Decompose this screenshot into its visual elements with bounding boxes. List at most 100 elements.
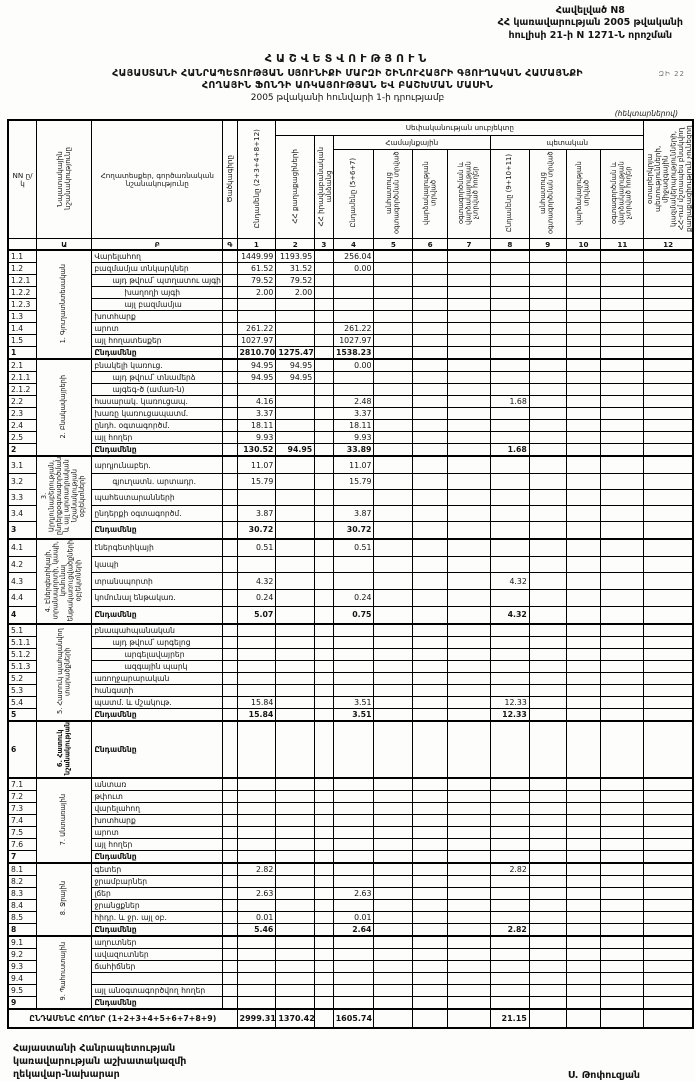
table-row: 1.5 այլ հողատեսքեր 1027.97 1027.97	[7, 334, 694, 348]
section-label-text: 9. Պահուստային	[59, 942, 68, 1001]
code-cell	[222, 443, 238, 457]
row-number: 9.2	[7, 948, 38, 962]
value-cell	[565, 850, 602, 864]
value-cell	[565, 249, 602, 264]
value-cell	[332, 862, 375, 876]
value-cell	[528, 407, 567, 421]
title-block: ՀԱՇՎԵՏՎՈՒԹՅՈՒՆ ՀԱՅԱՍՏԱՆԻ ՀԱՆՐԱՊԵՏՈՒԹՅԱՆ …	[7, 52, 688, 103]
value-cell: 2.82	[490, 862, 530, 876]
value-cell	[528, 488, 567, 507]
value-cell	[314, 719, 334, 779]
value-cell	[490, 310, 530, 324]
value-cell	[600, 262, 645, 276]
value-cell	[447, 262, 491, 276]
value-cell	[236, 972, 277, 986]
row-label: այլ հողատեսքեր	[91, 334, 224, 348]
value-cell	[412, 521, 449, 540]
value-cell	[275, 935, 316, 949]
table-row: 5.1.3 ազգային պարկ	[7, 659, 694, 673]
value-cell	[412, 671, 449, 685]
value-cell	[332, 286, 375, 300]
section-label-text: 5. Հատուկ պահպանվող տարածքների	[55, 628, 72, 715]
value-cell	[373, 555, 414, 574]
index-cell: 9	[528, 238, 567, 251]
table-row: 4.4 կոմունալ ենթակառ. 0.24 0.24	[7, 589, 694, 607]
value-cell	[490, 719, 530, 779]
row-label	[91, 972, 224, 986]
table-row: 7.4 խոտհարք	[7, 814, 694, 828]
value-cell	[490, 850, 530, 864]
value-cell	[314, 322, 334, 336]
value-cell	[373, 262, 414, 276]
value-cell: 4.32	[236, 572, 277, 591]
section-total-row: 9 Ընդամենը	[7, 996, 694, 1010]
value-cell	[528, 862, 567, 876]
value-cell	[447, 622, 491, 637]
table-row: 2.3 խառը կառուցապատմ. 3.37 3.37	[7, 407, 694, 421]
value-cell	[314, 521, 334, 540]
value-cell	[600, 996, 645, 1010]
row-label: այդ թվում՝ արգելոց	[91, 635, 224, 649]
value-cell	[314, 850, 334, 864]
row-number: 7	[7, 850, 38, 864]
value-cell: 2.63	[332, 887, 375, 901]
value-cell	[373, 826, 414, 840]
table-row: 1.4 արոտ 261.22 261.22	[7, 322, 694, 336]
value-cell	[565, 683, 602, 697]
value-cell	[565, 984, 602, 998]
value-cell	[600, 310, 645, 324]
value-cell	[373, 671, 414, 685]
value-cell	[490, 274, 530, 288]
value-cell	[565, 443, 602, 457]
report-subtitle-1: ՀԱՅԱՍՏԱՆԻ ՀԱՆՐԱՊԵՏՈՒԹՅԱՆ ՍՅՈՒՆԻՔԻ ՄԱՐԶԻ …	[112, 68, 583, 79]
section-label: 5. Հատուկ պահպանվող տարածքների	[36, 622, 93, 722]
row-label: Ընդամենը	[91, 521, 224, 540]
value-cell	[314, 371, 334, 385]
value-cell	[528, 605, 567, 625]
value-cell	[275, 322, 316, 336]
value-cell	[412, 948, 449, 962]
value-cell	[643, 371, 694, 385]
code-cell	[222, 814, 238, 828]
value-cell: 18.11	[332, 419, 375, 433]
value-cell	[528, 537, 567, 557]
value-cell	[412, 286, 449, 300]
value-cell	[275, 671, 316, 685]
value-cell	[490, 431, 530, 445]
value-cell	[236, 683, 277, 697]
value-cell	[490, 262, 530, 276]
value-cell	[412, 395, 449, 409]
row-label: էներգետիկայի	[91, 537, 224, 557]
code-cell	[222, 695, 238, 709]
value-cell	[490, 537, 530, 557]
value-cell: 0.00	[332, 358, 375, 373]
value-cell	[600, 505, 645, 523]
value-cell	[373, 984, 414, 998]
value-cell	[600, 622, 645, 637]
col-header-state-unassigned: օգտագործման և վարձակալության չտրված հողե…	[600, 148, 645, 240]
value-cell	[565, 960, 602, 974]
row-label: աղուտներ	[91, 935, 224, 949]
value-cell	[447, 537, 491, 557]
value-cell	[447, 1008, 491, 1030]
value-cell	[447, 334, 491, 348]
value-cell	[236, 555, 277, 574]
value-cell	[565, 923, 602, 937]
value-cell	[373, 695, 414, 709]
value-cell	[447, 777, 491, 791]
value-cell: 3.87	[332, 505, 375, 523]
value-cell	[332, 826, 375, 840]
value-cell	[600, 555, 645, 574]
value-cell	[643, 972, 694, 986]
value-cell	[490, 777, 530, 791]
col-header-purpose: Նպատակային նշանակությունը	[36, 119, 93, 240]
value-cell: 3.87	[236, 505, 277, 523]
index-cell: Գ	[222, 238, 238, 251]
value-cell	[490, 521, 530, 540]
value-cell	[490, 358, 530, 373]
table-row: 1.2.2 խաղողի այգի 2.00 2.00	[7, 286, 694, 300]
row-label: բնակելի կառուց.	[91, 358, 224, 373]
row-number: 1.5	[7, 334, 38, 348]
value-cell	[565, 887, 602, 901]
value-cell	[332, 488, 375, 507]
